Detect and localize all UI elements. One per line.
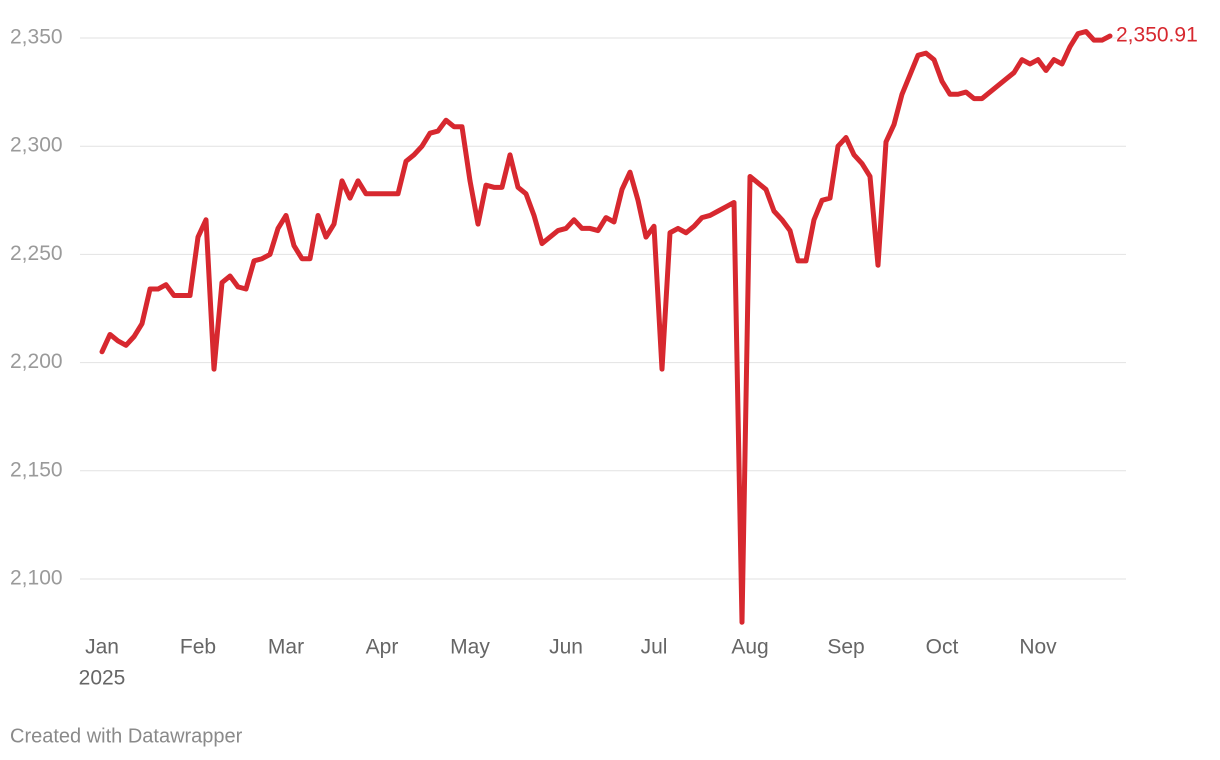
y-tick-label: 2,300 [10,134,63,157]
value-label: 2,350.91 [1116,24,1198,47]
credit: Created with Datawrapper [10,725,243,747]
x-tick-label: Jan [85,636,119,659]
y-tick-label: 2,350 [10,26,63,49]
x-tick-label: Oct [926,636,959,659]
x-tick-label: Nov [1019,636,1057,659]
x-tick-label: May [450,636,490,659]
x-tick-label: Jul [641,636,668,659]
line [99,29,1113,625]
y-tick-label: 2,200 [10,350,63,373]
x-tick-label: Mar [268,636,304,659]
x-tick-label: Aug [731,636,768,659]
x-tick-label: Sep [827,636,864,659]
y-tick-label: 2,100 [10,567,63,590]
x-year-label: 2025 [79,667,126,690]
x-tick-label: Feb [180,636,216,659]
y-tick-label: 2,250 [10,242,63,265]
y-tick-label: 2,150 [10,458,63,481]
x-tick-label: Jun [549,636,583,659]
x-tick-label: Apr [366,636,399,659]
